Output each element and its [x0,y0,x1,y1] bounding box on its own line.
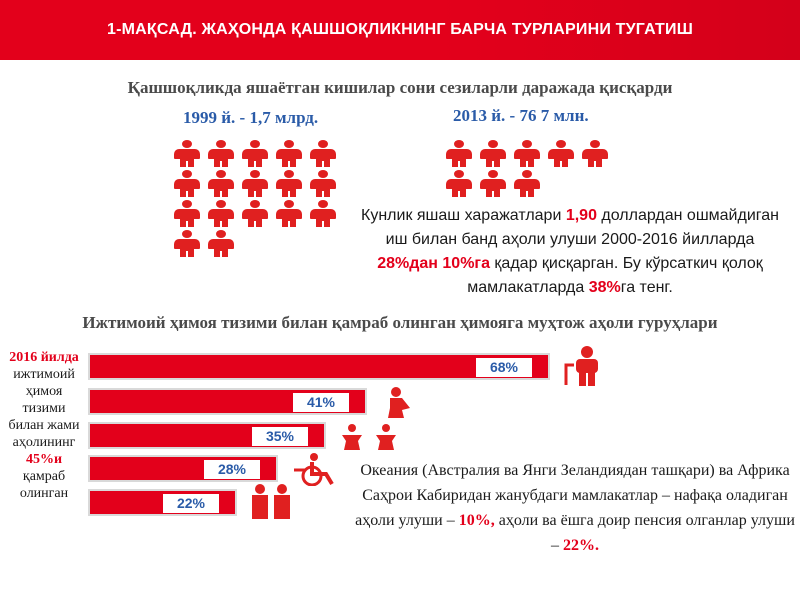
coverage-bar-label: 28% [204,460,260,479]
person-icon [512,170,542,197]
wheelchair-icon [294,453,334,486]
pregnant-woman-icon [388,387,410,418]
person-icon [444,140,474,167]
para2-text: аҳоли ва ёшга доир пенсия олганлар улуши… [494,512,795,554]
person-icon [206,170,236,197]
para2-value: 22%. [563,537,599,554]
para1-text: Кунлик яшаш харажатлари [361,207,566,224]
person-icon [478,170,508,197]
para2-value: 10%, [458,512,495,529]
side-note-text-end: қамраб олинган [19,469,69,501]
coverage-bar-label: 22% [163,494,219,513]
children-icon [342,424,396,450]
coverage-bar: 35% [88,422,326,449]
side-note-text: ижтимоий ҳимоя тизими билан жами аҳолини… [8,367,80,450]
person-icon [546,140,576,167]
coverage-bar-label: 35% [252,427,308,446]
elderly-person-icon [564,346,598,386]
person-icon [206,140,236,167]
person-icon [308,140,338,167]
oceania-paragraph: Океания (Австралия ва Янги Зеландиядан т… [355,458,795,558]
para2-text: Океания (Австралия ва Янги Зеландиядан т… [355,462,790,529]
person-icon [172,200,202,227]
person-icon [172,140,202,167]
person-icon [308,200,338,227]
coverage-bar: 41% [88,388,367,415]
person-icon [240,200,270,227]
person-icon [512,140,542,167]
person-icon [478,140,508,167]
coverage-bar-label: 41% [293,393,349,412]
person-icon [274,200,304,227]
side-note-percent: 45%и [25,452,63,467]
para1-text: қадар қисқарган. Бу кўрсаткич қолоқ мамл… [467,255,763,296]
person-icon [308,170,338,197]
para1-value: 1,90 [565,207,597,224]
person-icon [206,200,236,227]
unemployed-people-icon [252,484,290,519]
person-icon [172,170,202,197]
para1-value: 38% [588,279,621,296]
para1-text: га тенг. [620,279,673,296]
para1-text: доллардан ошмайдиган иш билан банд аҳоли… [385,207,779,248]
year-1999-label: 1999 й. - 1,7 млрд. [183,108,319,127]
coverage-bar-label: 68% [476,358,532,377]
person-icon [274,170,304,197]
year-2013-label: 2013 й. - 76 7 млн. [453,106,589,125]
person-icon [274,140,304,167]
coverage-bar: 68% [88,353,550,380]
side-note: 2016 йилда ижтимоий ҳимоя тизими билан ж… [4,349,84,502]
side-note-year: 2016 йилда [9,350,79,365]
social-protection-title: Ижтимоий ҳимоя тизими билан қамраб олинг… [82,313,718,332]
person-icon [172,230,202,257]
poverty-paragraph: Кунлик яшаш харажатлари 1,90 доллардан о… [355,204,785,300]
person-icon [240,170,270,197]
coverage-bar: 28% [88,455,278,482]
person-icon [206,230,236,257]
person-icon [240,140,270,167]
section-subtitle: Қашшоқликда яшаётган кишилар сони сезила… [127,78,673,97]
banner-title: 1-МАҚСАД. ЖАҲОНДА ҚАШШОҚЛИКНИНГ БАРЧА ТУ… [107,21,693,38]
title-banner: 1-МАҚСАД. ЖАҲОНДА ҚАШШОҚЛИКНИНГ БАРЧА ТУ… [0,0,800,60]
para1-value: 28%дан 10%га [377,255,490,272]
coverage-bar: 22% [88,489,237,516]
person-icon [444,170,474,197]
person-icon [580,140,610,167]
